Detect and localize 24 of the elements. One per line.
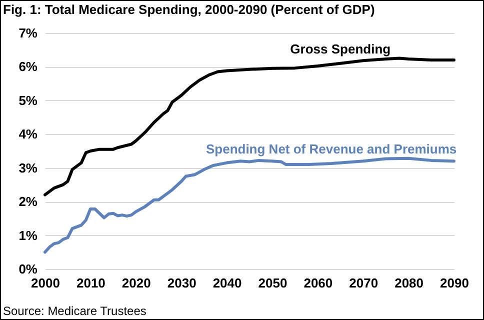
y-tick-label: 2%: [18, 194, 38, 210]
x-tick-label: 2040: [212, 276, 242, 290]
line-series: [44, 56, 456, 196]
x-tick-label: 2050: [258, 276, 288, 290]
x-tick-label: 2020: [122, 276, 151, 290]
y-tick-label: 6%: [18, 59, 38, 74]
line-series: [44, 156, 456, 254]
chart-title: Fig. 1: Total Medicare Spending, 2000-2090 (Percent of GDP): [3, 2, 375, 17]
y-tick-label: 1%: [18, 228, 38, 243]
y-tick-label: 3%: [18, 160, 38, 176]
x-tick-label: 2090: [440, 276, 469, 290]
y-tick-label: 5%: [18, 92, 38, 108]
x-tick-label: 2070: [349, 276, 378, 290]
x-tick-label: 2060: [304, 276, 333, 290]
x-tick-label: 2000: [31, 276, 60, 290]
x-tick-label: 2030: [167, 276, 196, 290]
series-label: Gross Spending: [290, 41, 391, 56]
series-label: Spending Net of Revenue and Premiums: [206, 141, 457, 156]
x-tick-label: 2010: [76, 276, 106, 290]
y-tick-label: 4%: [18, 126, 38, 142]
source-note: Source: Medicare Trustees: [3, 304, 146, 318]
x-tick-label: 2080: [394, 276, 424, 290]
y-tick-label: 7%: [18, 26, 38, 40]
y-tick-label: 0%: [18, 262, 38, 276]
